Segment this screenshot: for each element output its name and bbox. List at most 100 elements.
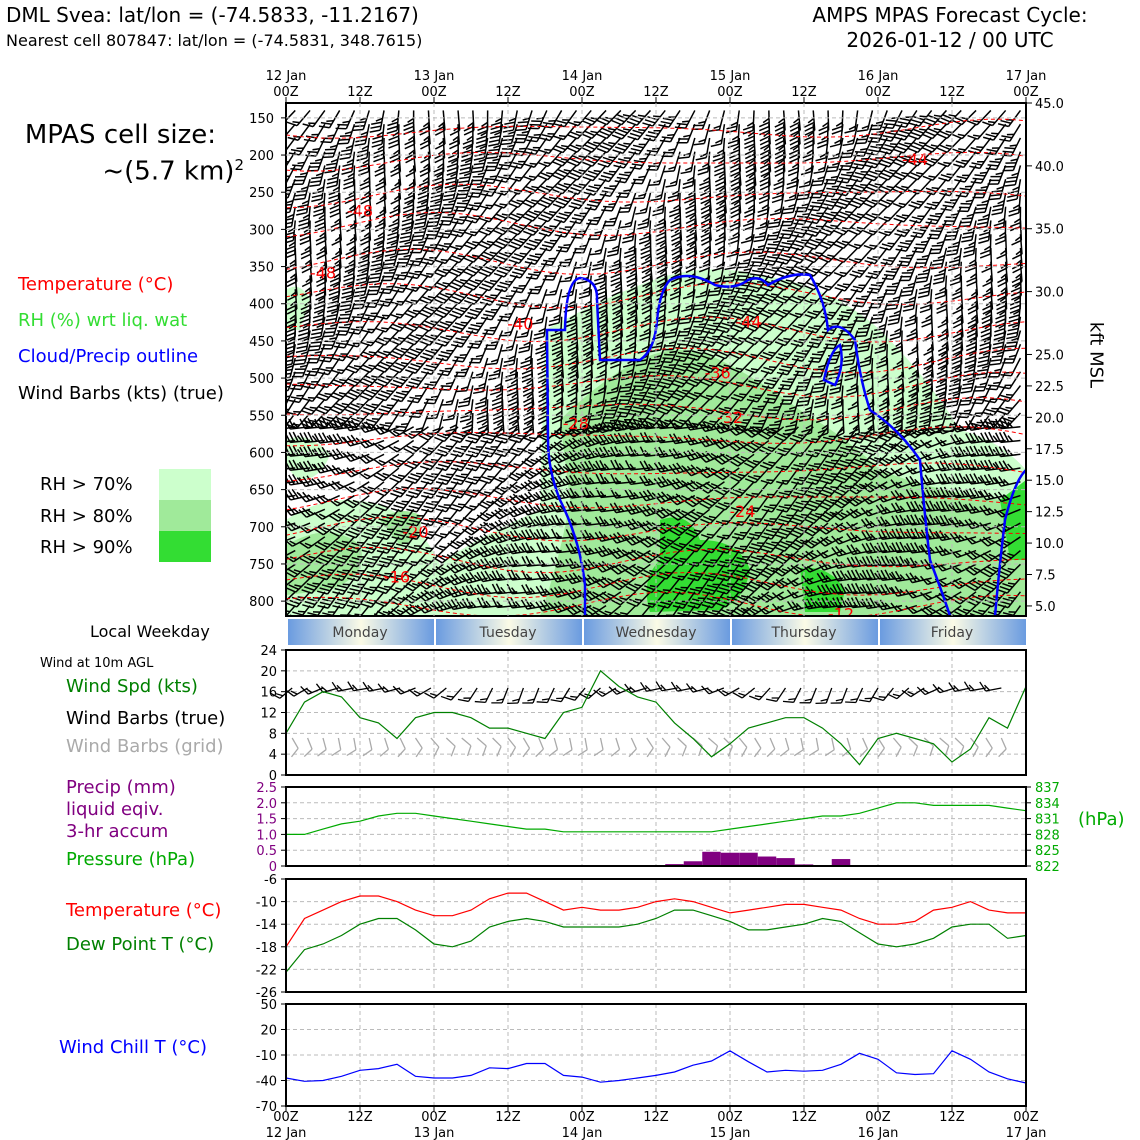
weekday-label: Monday	[332, 625, 387, 641]
pressure-tick-label: 800	[249, 595, 274, 610]
wind-barb	[474, 687, 494, 704]
weekday-label: Friday	[931, 625, 973, 641]
wind-barb	[818, 247, 844, 263]
weekday-strip: Monday Tuesday Wednesday Thursday Friday	[288, 619, 1026, 645]
wind-barb	[403, 110, 415, 136]
wind-barb	[991, 192, 1007, 216]
wind-barb	[979, 681, 1002, 692]
wind-barb	[611, 123, 637, 140]
wind-barb	[659, 123, 681, 143]
wind-barb	[859, 687, 879, 703]
bottom-date-label: 12 Jan	[266, 1126, 307, 1140]
wind-barb	[508, 412, 520, 439]
panel-tick-label: 4	[269, 748, 277, 763]
wind-barbs-upper	[286, 109, 1023, 616]
top-hour-label: 12Z	[495, 85, 521, 100]
legend-rh90-label: RH > 90%	[40, 537, 133, 558]
wind-barb	[567, 164, 592, 181]
wind-barb	[968, 137, 992, 155]
wind-barb	[655, 681, 678, 692]
kft-tick-label: 22.5	[1035, 380, 1064, 395]
wind-barb	[667, 179, 681, 203]
wind-barbs-true-label: Wind Barbs (true)	[66, 708, 226, 729]
wind-barb	[963, 234, 977, 258]
legend-rh90-swatch	[159, 531, 211, 562]
wind-barb	[408, 247, 430, 267]
wind-barb	[894, 123, 918, 141]
wind-barb	[848, 206, 873, 222]
pressure-tick-label: 200	[249, 149, 274, 164]
wind-barb	[526, 123, 548, 143]
wind-barb	[740, 220, 755, 244]
precip-bar	[739, 852, 758, 866]
wind-barb	[582, 164, 607, 182]
temperature-panel: -6-10-14-18-22-26	[256, 873, 1027, 1001]
top-date-label: 13 Jan	[414, 69, 455, 84]
isotherm-label: -28	[563, 414, 589, 433]
legend-rh70-swatch	[159, 469, 211, 500]
bottom-hour-label: 00Z	[569, 1110, 595, 1125]
wind-barb	[897, 247, 918, 267]
wind-barb	[444, 165, 459, 189]
top-date-label: 16 Jan	[858, 69, 899, 84]
pressure-tick-label: 150	[249, 112, 274, 127]
panel-tick-label: 50	[260, 998, 277, 1013]
wind-barb	[442, 179, 459, 202]
wind-barb	[798, 165, 814, 188]
wind-barb	[369, 110, 385, 133]
panel-tick-label: 2.0	[256, 797, 277, 812]
wind-barb	[461, 737, 472, 757]
wind-barb	[755, 206, 770, 230]
top-hour-label: 00Z	[717, 85, 743, 100]
wind-barb	[970, 165, 992, 184]
wind-barb	[652, 192, 666, 217]
wind-barb	[556, 233, 578, 253]
wind-barb	[479, 192, 504, 210]
bottom-date-label: 15 Jan	[710, 1126, 751, 1140]
wind-barb	[618, 192, 637, 213]
wind-barb	[922, 123, 947, 140]
wind-barb	[589, 234, 607, 256]
weekday-label: Tuesday	[479, 625, 537, 641]
panel-tick-label: 20	[260, 665, 277, 680]
wind-barb	[455, 178, 474, 200]
wind-barb	[492, 233, 518, 250]
wind-barb	[554, 109, 578, 128]
wind-barb	[864, 247, 888, 265]
wind-barb	[685, 683, 709, 693]
wind-barb	[286, 220, 296, 245]
wind-barb	[553, 206, 578, 224]
wind-barb	[473, 137, 489, 161]
wind-barb	[550, 687, 571, 703]
pressure-tick-label: 650	[249, 484, 274, 499]
wind-barb	[922, 137, 947, 153]
wind-barb	[435, 481, 459, 499]
wind-barb	[581, 123, 607, 140]
wind-barb	[457, 687, 478, 703]
wind-barb	[804, 233, 829, 250]
wind-barb	[629, 151, 652, 170]
legend-temperature: Temperature (°C)	[18, 274, 174, 295]
wind-barb	[399, 220, 415, 243]
wind-barb	[834, 192, 859, 210]
precip-bar	[702, 851, 721, 866]
wind-barb	[450, 467, 474, 486]
wind-barb	[974, 192, 992, 214]
wind-barb	[833, 233, 859, 250]
precip-bar	[757, 856, 777, 866]
wind-barb	[978, 220, 992, 245]
isotherm-label: -16	[384, 567, 410, 586]
wind-barb	[413, 206, 430, 229]
bottom-hour-label: 12Z	[643, 1110, 669, 1125]
wind-barb	[343, 165, 356, 190]
wind-barb	[508, 247, 533, 265]
wind-barb	[895, 110, 918, 128]
wind-barb	[478, 233, 503, 250]
wind-barb	[507, 687, 525, 705]
wind-barb	[762, 247, 785, 266]
wind-barb	[635, 192, 652, 215]
wind-barb	[850, 165, 874, 183]
wind-barb	[309, 165, 326, 188]
wind-barb	[477, 494, 503, 510]
wind-barb	[457, 165, 474, 188]
